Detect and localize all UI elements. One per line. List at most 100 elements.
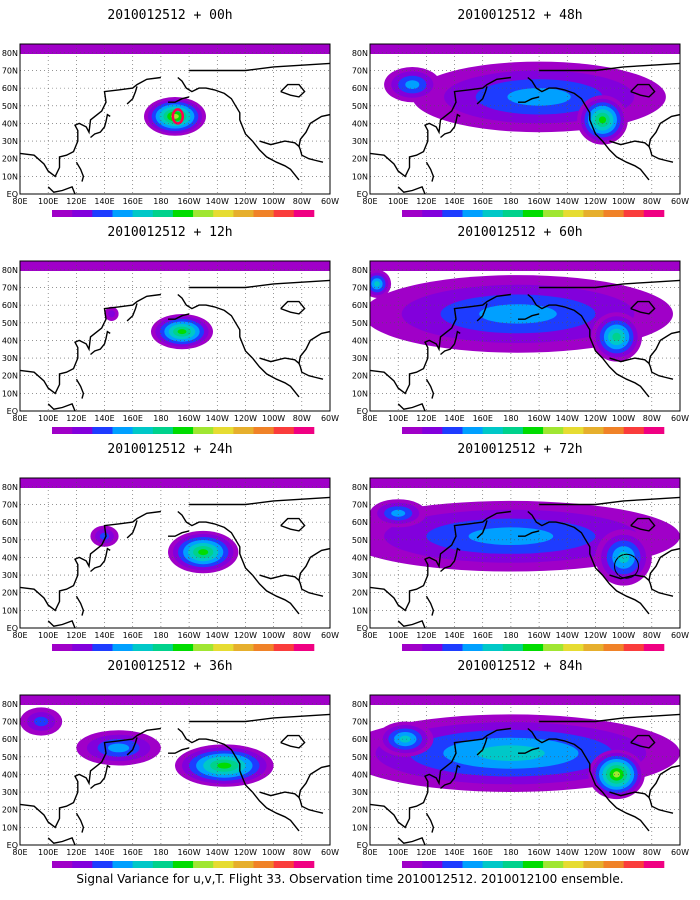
coastline [397, 620, 426, 628]
lat-tick-label: 10N [2, 389, 18, 398]
lon-tick-label: 100E [388, 848, 408, 857]
coastline [397, 837, 426, 845]
map-panel: 2010012512 + 00h 80N 70N 60N 50N 40N 30N 20N 10N… [0, 2, 340, 217]
lat-tick-label: EQ [357, 624, 368, 633]
coastline [280, 517, 306, 532]
lon-tick-label: 80E [12, 631, 27, 640]
coastline [47, 403, 76, 411]
coastline [177, 76, 300, 181]
lat-tick-label: 60N [2, 301, 18, 310]
lon-tick-label: 160E [473, 414, 493, 423]
colorbar-swatch [193, 644, 214, 651]
coastline [440, 113, 461, 139]
coastline [90, 113, 111, 139]
lon-tick-label: 60W [671, 197, 689, 206]
graticule [370, 261, 680, 411]
coastline [648, 797, 674, 814]
colorbar-swatch [52, 861, 73, 868]
colorbar-swatch [152, 644, 174, 651]
lat-tick-label: 80N [352, 700, 368, 709]
panel-title: 2010012512 + 84h [457, 659, 583, 674]
colorbar-swatch [152, 861, 174, 868]
colorbar-swatch [402, 861, 423, 868]
lon-tick-label: 100W [262, 197, 285, 206]
colorbar-swatch [72, 861, 93, 868]
lon-tick-label: 120W [234, 848, 257, 857]
colorbar-swatch [253, 210, 274, 217]
graticule [370, 695, 680, 845]
lat-tick-label: 10N [352, 823, 368, 832]
lat-tick-label: 40N [352, 336, 368, 345]
coastline [177, 727, 300, 832]
variance-field [20, 44, 330, 136]
colorbar-swatch [502, 644, 524, 651]
coastline [648, 580, 674, 597]
lon-tick-label: 180 [153, 631, 168, 640]
colorbar-swatch [643, 427, 665, 434]
coastline [47, 837, 76, 845]
panel-title: 2010012512 + 60h [457, 225, 583, 240]
lon-tick-label: 60W [321, 631, 339, 640]
coastline [425, 595, 435, 616]
lon-tick-label: 100E [388, 414, 408, 423]
coastline [370, 510, 511, 612]
lat-tick-label: 20N [2, 155, 18, 164]
lat-tick-label: 20N [2, 589, 18, 598]
colorbar-swatch [563, 644, 584, 651]
coastline [425, 378, 435, 399]
lon-tick-label: 80W [293, 414, 311, 423]
coastline [648, 146, 674, 163]
colorbar-swatch [72, 644, 93, 651]
colorbar-swatch [442, 861, 463, 868]
coastline [168, 313, 190, 320]
map-panel: 2010012512 + 84h 80N 70N 60N 50N 40N 30N 20N 10N… [350, 653, 690, 868]
lat-tick-label: EQ [7, 624, 18, 633]
panel-title: 2010012512 + 12h [107, 225, 233, 240]
lon-tick-label: 140W [556, 414, 579, 423]
lon-tick-label: 60W [671, 848, 689, 857]
lon-tick-label: 120W [234, 414, 257, 423]
graticule [20, 695, 330, 845]
coastline [126, 737, 138, 756]
colorbar-swatch [233, 644, 254, 651]
lon-tick-label: 180 [503, 848, 518, 857]
panel-title: 2010012512 + 48h [457, 8, 583, 23]
colorbar-swatch [543, 644, 564, 651]
colorbar-swatch [293, 644, 315, 651]
coastline [75, 595, 85, 616]
variance-field [20, 478, 330, 574]
coastline [280, 734, 306, 749]
lat-tick-label: 10N [352, 389, 368, 398]
lon-tick-label: 80E [362, 197, 377, 206]
lat-tick-label: 70N [352, 500, 368, 509]
lat-tick-label: EQ [357, 190, 368, 199]
panel-title: 2010012512 + 36h [107, 659, 233, 674]
coastline [630, 734, 656, 749]
panel-title: 2010012512 + 72h [457, 442, 583, 457]
colorbar-swatch [112, 427, 133, 434]
coastline [630, 517, 656, 532]
lon-tick-label: 60W [671, 414, 689, 423]
colorbar-swatch [482, 861, 504, 868]
lon-tick-label: 180 [153, 848, 168, 857]
lon-tick-label: 140W [206, 197, 229, 206]
lat-tick-label: 60N [2, 518, 18, 527]
lon-tick-label: 80W [293, 197, 311, 206]
lon-tick-label: 80E [362, 414, 377, 423]
coastlines [20, 62, 330, 194]
lat-tick-label: 80N [2, 266, 18, 275]
arctic-variance-band [370, 44, 680, 54]
arctic-variance-band [370, 261, 680, 271]
colorbar-swatch [522, 427, 544, 434]
lon-tick-label: 140W [556, 197, 579, 206]
coastline [440, 330, 461, 356]
map-frame [19, 43, 331, 195]
colorbar-swatch [603, 210, 624, 217]
lat-tick-label: 50N [352, 102, 368, 111]
lon-tick-label: 160E [123, 197, 143, 206]
coastline [280, 83, 306, 98]
lat-tick-label: 40N [2, 770, 18, 779]
